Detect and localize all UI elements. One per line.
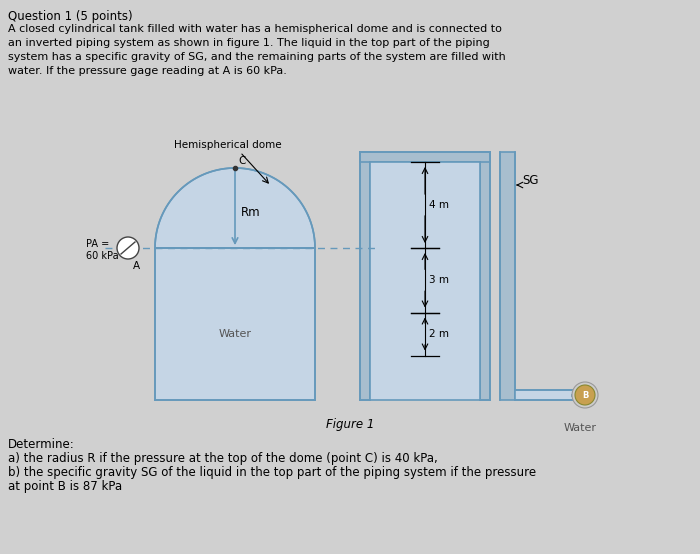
Text: an inverted piping system as shown in figure 1. The liquid in the top part of th: an inverted piping system as shown in fi…: [8, 38, 490, 48]
Text: 60 kPa: 60 kPa: [86, 251, 118, 261]
Text: 3 m: 3 m: [429, 275, 449, 285]
Text: Water: Water: [564, 423, 596, 433]
Polygon shape: [155, 168, 315, 248]
Text: a) the radius R if the pressure at the top of the dome (point C) is 40 kPa,: a) the radius R if the pressure at the t…: [8, 452, 438, 465]
Text: Determine:: Determine:: [8, 438, 75, 451]
Text: Water: Water: [218, 329, 251, 339]
Text: PA =: PA =: [86, 239, 109, 249]
Circle shape: [572, 382, 598, 408]
Text: at point B is 87 kPa: at point B is 87 kPa: [8, 480, 122, 493]
Bar: [360, 152, 490, 162]
Text: A: A: [133, 261, 140, 271]
Bar: [155, 248, 315, 400]
Text: Question 1 (5 points): Question 1 (5 points): [8, 10, 132, 23]
Text: 4 m: 4 m: [429, 200, 449, 210]
Bar: [480, 152, 490, 400]
Bar: [500, 152, 515, 400]
Bar: [370, 162, 480, 400]
Circle shape: [117, 237, 139, 259]
Bar: [515, 390, 575, 400]
Text: Hemispherical dome: Hemispherical dome: [174, 140, 282, 150]
Text: Figure 1: Figure 1: [326, 418, 374, 431]
Circle shape: [575, 385, 595, 405]
Text: water. If the pressure gage reading at A is 60 kPa.: water. If the pressure gage reading at A…: [8, 66, 287, 76]
Text: system has a specific gravity of SG, and the remaining parts of the system are f: system has a specific gravity of SG, and…: [8, 52, 505, 62]
Text: B: B: [582, 392, 588, 401]
Text: A closed cylindrical tank filled with water has a hemispherical dome and is conn: A closed cylindrical tank filled with wa…: [8, 24, 502, 34]
Text: C: C: [238, 156, 246, 166]
Text: SG: SG: [522, 173, 538, 187]
Text: Rm: Rm: [241, 206, 260, 218]
Bar: [360, 152, 370, 400]
Text: 2 m: 2 m: [429, 329, 449, 339]
Text: b) the specific gravity SG of the liquid in the top part of the piping system if: b) the specific gravity SG of the liquid…: [8, 466, 536, 479]
